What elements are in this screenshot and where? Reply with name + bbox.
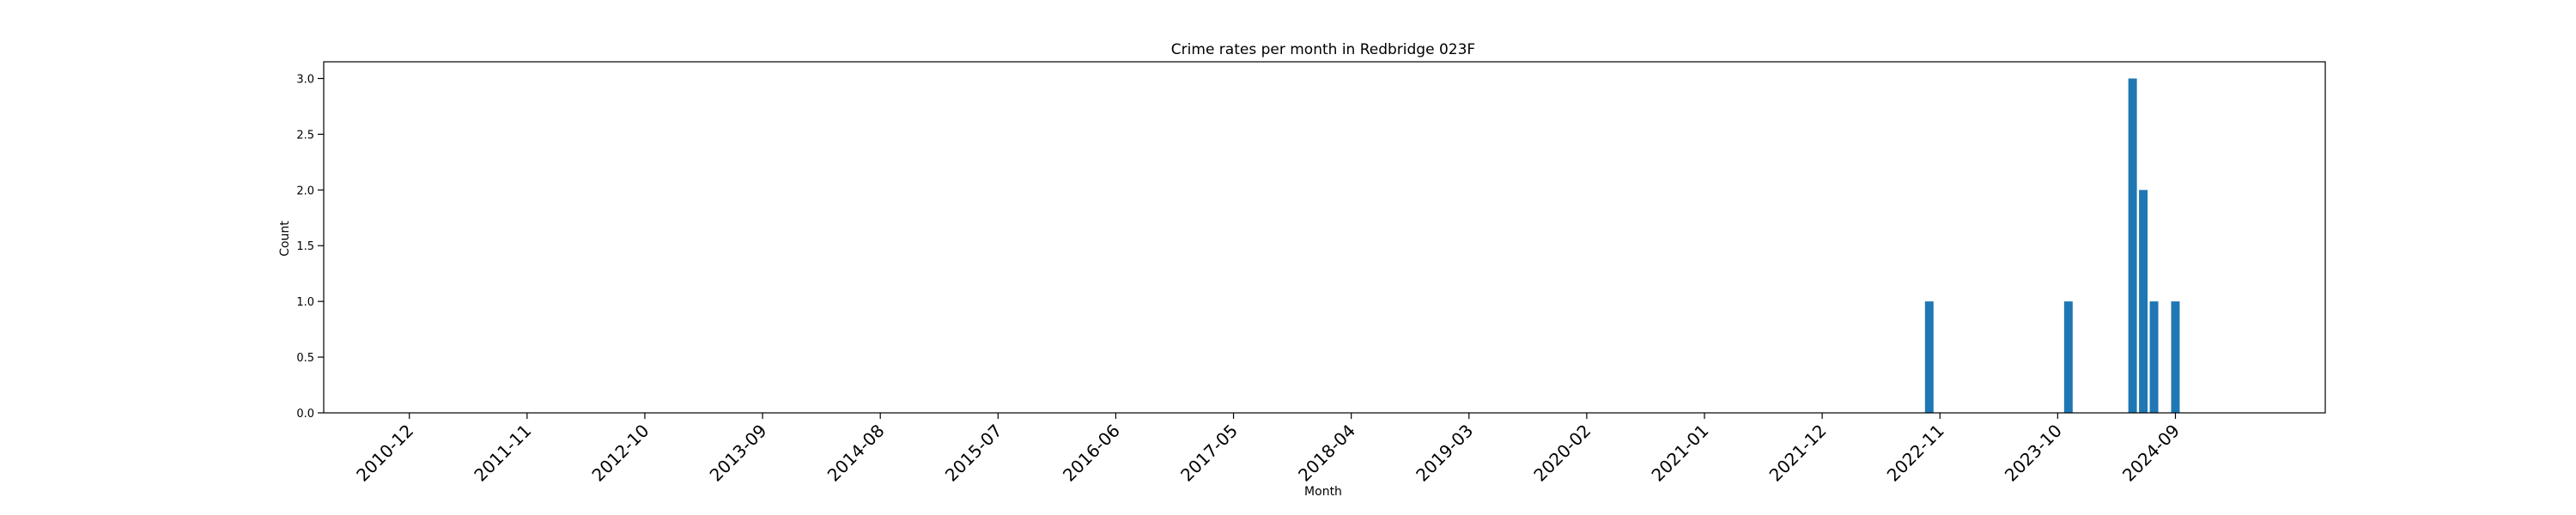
chart-title: Crime rates per month in Redbridge 023F: [1171, 41, 1475, 58]
x-tick-label: 2019-03: [1412, 421, 1477, 486]
x-tick-label: 2012-10: [587, 421, 653, 486]
x-tick-label: 2020-02: [1529, 421, 1595, 486]
bar-2022-10: [1924, 301, 1934, 413]
x-tick-label: 2014-08: [823, 421, 889, 486]
x-tick-label: 2011-11: [470, 421, 535, 486]
x-tick-label: 2010-12: [352, 421, 417, 486]
bar-2024-09: [2171, 301, 2180, 413]
x-tick-label: 2022-11: [1883, 421, 1948, 486]
x-tick-label: 2016-06: [1059, 421, 1124, 486]
x-tick-label: 2017-05: [1176, 421, 1242, 486]
x-tick-label: 2021-12: [1765, 421, 1831, 486]
y-tick-label: 1.5: [296, 240, 314, 253]
bar-2023-11: [2063, 301, 2073, 413]
x-tick-label: 2024-09: [2118, 421, 2184, 486]
x-axis-label: Month: [1304, 485, 1342, 499]
x-tick-label: 2023-10: [2001, 421, 2066, 486]
bars-group: [1924, 78, 2180, 413]
y-tick-label: 2.5: [296, 129, 314, 142]
y-axis-label: Count: [278, 221, 292, 257]
x-axis-ticks: 2010-12 2011-11 2012-10 2013-09 2014-08 2015-…: [352, 413, 2184, 486]
y-tick-label: 0.0: [296, 408, 314, 421]
bar-2024-06: [2139, 190, 2148, 413]
bar-2024-07: [2149, 301, 2159, 413]
bar-2024-05: [2128, 78, 2137, 413]
y-tick-label: 1.0: [296, 296, 314, 309]
y-tick-label: 0.5: [296, 352, 314, 365]
x-tick-label: 2013-09: [706, 421, 771, 486]
y-tick-label: 3.0: [296, 73, 314, 86]
y-tick-label: 2.0: [296, 185, 314, 197]
x-tick-label: 2021-01: [1647, 421, 1712, 486]
x-tick-label: 2015-07: [941, 421, 1006, 486]
plot-frame: [323, 61, 2326, 414]
y-axis-ticks: 0.0 0.5 1.0 1.5 2.0 2.5 3.0: [296, 73, 324, 421]
x-tick-label: 2018-04: [1294, 421, 1359, 486]
